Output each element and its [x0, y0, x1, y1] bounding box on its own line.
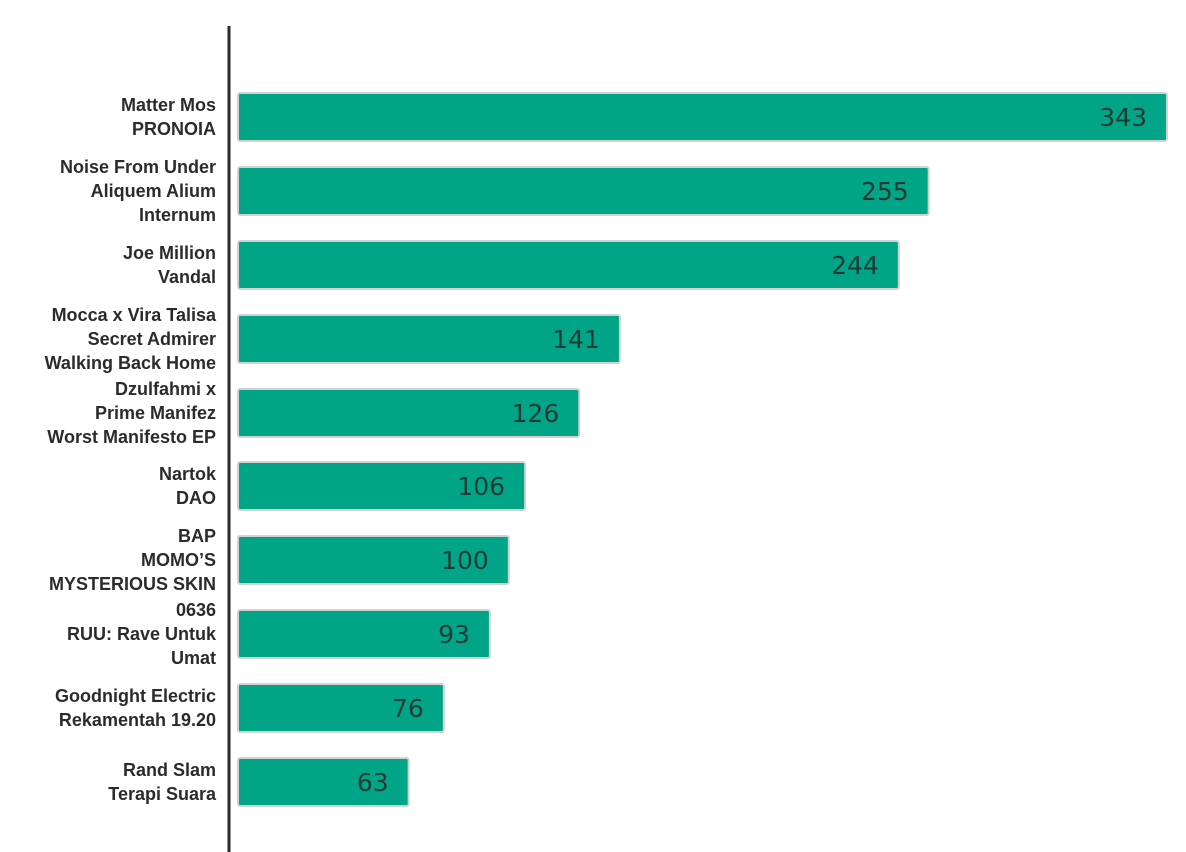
bar [237, 683, 445, 733]
category-label-line: Prime Manifez [95, 403, 216, 423]
bar [237, 757, 410, 807]
category-label: BAP MOMO’S MYSTERIOUS SKIN [49, 526, 216, 594]
value-label: 255 [861, 177, 909, 206]
category-label-line: Dzulfahmi x [115, 379, 216, 399]
value-label: 93 [438, 620, 470, 649]
value-label: 126 [512, 399, 560, 428]
bar [237, 609, 491, 659]
category-label: Goodnight Electric Rekamentah 19.20 [55, 686, 216, 730]
category-label-line: Umat [171, 648, 216, 668]
value-label: 244 [831, 251, 879, 280]
category-label-line: Terapi Suara [108, 784, 217, 804]
category-label-line: Joe Million [123, 243, 216, 263]
category-label: Mocca x Vira Talisa Secret Admirer Walking… [45, 305, 217, 373]
category-label-line: 0636 [176, 600, 216, 620]
value-label: 141 [552, 325, 600, 354]
category-label-line: Secret Admirer [88, 329, 216, 349]
category-label-line: BAP [178, 526, 216, 546]
category-label-line: Aliquem Alium [91, 181, 216, 201]
category-label: Matter Mos PRONOIA [121, 95, 216, 139]
bar [237, 388, 581, 438]
category-label-line: PRONOIA [132, 119, 216, 139]
bars-group [237, 92, 1168, 807]
category-label-line: Noise From Under [60, 157, 216, 177]
category-label: Noise From Under Aliquem Alium Internum [60, 157, 216, 225]
category-label-line: Matter Mos [121, 95, 216, 115]
category-label-line: Mocca x Vira Talisa [52, 305, 217, 325]
bar [237, 240, 900, 290]
bar [237, 535, 510, 585]
bar [237, 314, 621, 364]
category-label-line: Rekamentah 19.20 [59, 710, 216, 730]
category-label-line: RUU: Rave Untuk [67, 624, 217, 644]
category-label-line: Internum [139, 205, 216, 225]
value-label: 106 [457, 472, 505, 501]
value-label: 343 [1099, 103, 1147, 132]
category-label-line: DAO [176, 488, 216, 508]
category-label: Rand Slam Terapi Suara [108, 760, 217, 804]
bar [237, 461, 527, 511]
category-label-line: Walking Back Home [45, 353, 216, 373]
category-label-line: Vandal [158, 267, 216, 287]
category-label-line: Goodnight Electric [55, 686, 216, 706]
category-label: Joe Million Vandal [123, 243, 216, 287]
bar [237, 166, 930, 216]
value-label: 76 [392, 694, 424, 723]
category-label: Dzulfahmi x Prime Manifez Worst Manifesto … [47, 379, 216, 447]
value-label: 100 [441, 546, 489, 575]
category-label-line: MOMO’S [141, 550, 216, 570]
category-label: Nartok DAO [159, 464, 217, 508]
category-label-line: Worst Manifesto EP [47, 427, 216, 447]
value-labels-group: 343 255 244 141 126 106 100 93 76 63 [357, 103, 1147, 797]
category-label-line: Nartok [159, 464, 217, 484]
category-labels-group: Matter Mos PRONOIA Noise From Under Aliquem… [45, 95, 217, 804]
value-label: 63 [357, 768, 389, 797]
category-label-line: MYSTERIOUS SKIN [49, 574, 216, 594]
bar [237, 92, 1168, 142]
category-label-line: Rand Slam [123, 760, 216, 780]
category-label: 0636 RUU: Rave Untuk Umat [67, 600, 217, 668]
